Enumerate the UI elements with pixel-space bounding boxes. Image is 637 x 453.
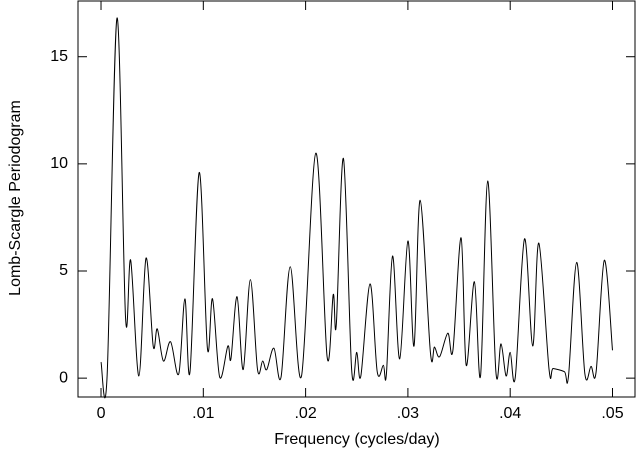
y-axis-title: Lomb-Scargle Periodogram [7,100,24,296]
periodogram-line [100,17,613,399]
x-tick-label: .04 [499,405,521,422]
x-tick-label: 0 [97,405,106,422]
y-tick-label: 5 [59,262,68,279]
plot-frame [77,0,636,398]
y-tick-label: 15 [50,48,68,65]
y-tick-label: 10 [50,155,68,172]
x-tick-label: .01 [192,405,214,422]
x-tick-label: .02 [294,405,316,422]
x-tick-label: .05 [601,405,623,422]
x-axis-title: Frequency (cycles/day) [274,431,439,448]
y-tick-label: 0 [59,369,68,386]
x-tick-label: .03 [397,405,419,422]
